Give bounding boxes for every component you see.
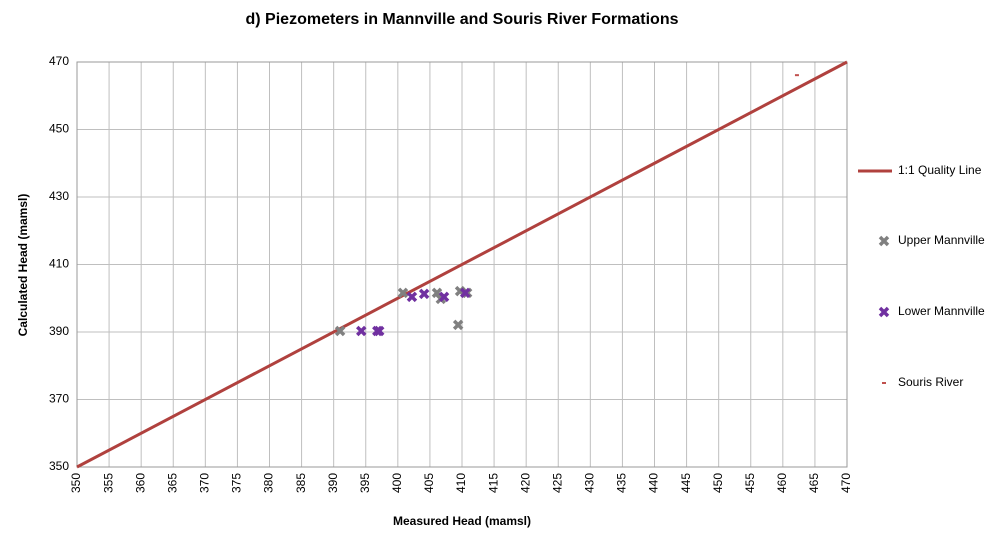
- x-tick-label: 415: [486, 473, 500, 493]
- y-axis-label: Calculated Head (mamsl): [16, 194, 30, 337]
- y-tick-label: 390: [49, 324, 69, 338]
- x-tick-label: 385: [294, 473, 308, 493]
- x-tick-label: 395: [358, 473, 372, 493]
- legend-marker: [878, 306, 890, 318]
- point: [406, 291, 418, 303]
- y-tick-label: 410: [49, 257, 69, 271]
- legend-label: 1:1 Quality Line: [898, 163, 982, 177]
- x-tick-label: 470: [839, 473, 853, 493]
- y-tick-label: 350: [49, 459, 69, 473]
- x-tick-label: 425: [550, 473, 564, 493]
- point: [397, 287, 409, 299]
- x-tick-label: 420: [518, 473, 532, 493]
- point: [459, 287, 471, 299]
- legend-label: Lower Mannville: [898, 304, 985, 318]
- x-tick-label: 465: [807, 473, 821, 493]
- x-tick-label: 445: [679, 473, 693, 493]
- y-tick-label: 370: [49, 392, 69, 406]
- point: [418, 288, 430, 300]
- x-tick-label: 365: [165, 473, 179, 493]
- chart-title: d) Piezometers in Mannville and Souris R…: [246, 11, 679, 28]
- point: [356, 325, 367, 337]
- legend-label: Souris River: [898, 375, 963, 389]
- x-tick-label: 350: [69, 473, 83, 493]
- x-tick-label: 390: [326, 473, 340, 493]
- x-tick-label: 460: [775, 473, 789, 493]
- x-tick-label: 455: [743, 473, 757, 493]
- legend-marker: [878, 235, 890, 247]
- x-axis-label: Measured Head (mamsl): [393, 514, 531, 528]
- x-tick-label: 450: [711, 473, 725, 493]
- x-tick-label: 375: [230, 473, 244, 493]
- point: [438, 291, 450, 303]
- x-tick-label: 410: [454, 473, 468, 493]
- x-tick-label: 370: [198, 473, 212, 493]
- x-tick-label: 355: [101, 473, 115, 493]
- point: [373, 325, 385, 337]
- point: [452, 319, 464, 331]
- x-tick-label: 430: [583, 473, 597, 493]
- y-tick-label: 450: [49, 122, 69, 136]
- x-tick-label: 360: [133, 473, 147, 493]
- x-tick-label: 380: [262, 473, 276, 493]
- x-tick-label: 440: [647, 473, 661, 493]
- x-tick-label: 435: [615, 473, 629, 493]
- x-tick-label: 400: [390, 473, 404, 493]
- point: [334, 325, 346, 337]
- y-tick-label: 470: [49, 54, 69, 68]
- quality-line: [76, 60, 848, 469]
- x-tick-label: 405: [422, 473, 436, 493]
- y-tick-label: 430: [49, 189, 69, 203]
- legend-label: Upper Mannville: [898, 233, 985, 247]
- plot-border: [76, 61, 848, 468]
